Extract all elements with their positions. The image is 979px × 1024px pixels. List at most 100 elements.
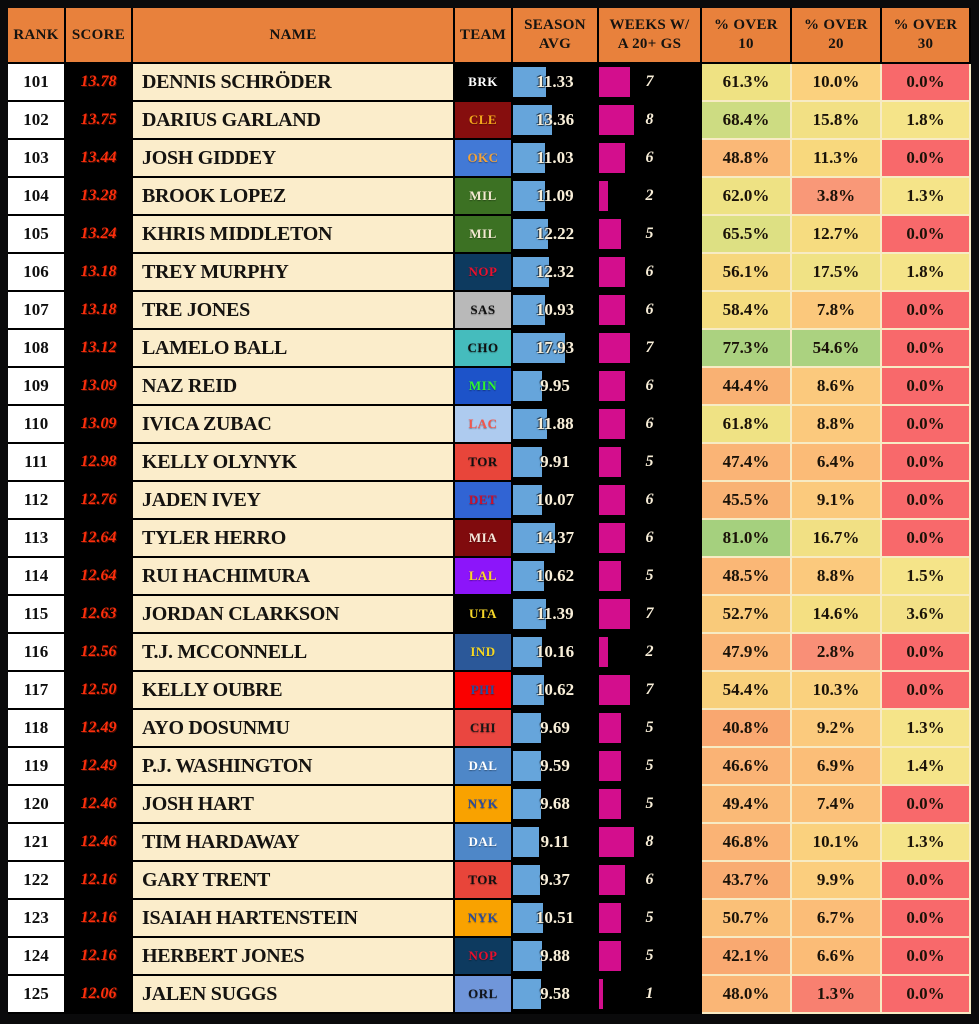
pct-over-30-cell: 1.8%: [882, 254, 971, 292]
season-avg-cell-value: 9.37: [540, 870, 570, 889]
player-name-cell: AYO DOSUNMU: [133, 710, 455, 748]
season-avg-cell-value: 9.59: [540, 756, 570, 775]
weeks-20gs-cell: 6: [599, 482, 702, 520]
team-badge: CHI: [455, 710, 513, 748]
pct-over-30-cell: 1.3%: [882, 824, 971, 862]
season-avg-cell-value: 14.37: [535, 528, 575, 547]
weeks-20gs-cell: 5: [599, 900, 702, 938]
weeks-20gs-cell: 6: [599, 406, 702, 444]
column-header-weeks-20gs: WEEKS W/ A 20+ GS: [599, 8, 702, 64]
season-avg-bar: [513, 142, 545, 174]
season-avg-cell-value: 11.33: [536, 72, 574, 91]
season-avg-cell: 9.69: [513, 710, 599, 748]
pct-over-30-cell: 0.0%: [882, 900, 971, 938]
score-cell: 12.46: [66, 786, 133, 824]
pct-over-10-cell: 50.7%: [702, 900, 792, 938]
score-cell: 13.75: [66, 102, 133, 140]
team-badge: NYK: [455, 900, 513, 938]
player-name-cell: KELLY OUBRE: [133, 672, 455, 710]
season-avg-cell-value: 12.32: [535, 262, 575, 281]
season-avg-cell: 9.88: [513, 938, 599, 976]
weeks-20gs-cell-value: 8: [645, 833, 654, 850]
season-avg-bar: [513, 902, 544, 934]
player-name-cell: IVICA ZUBAC: [133, 406, 455, 444]
weeks-20gs-cell-value: 5: [645, 757, 654, 774]
season-avg-cell-value: 10.16: [535, 642, 575, 661]
score-cell: 13.28: [66, 178, 133, 216]
score-cell: 12.49: [66, 748, 133, 786]
pct-over-30-cell: 0.0%: [882, 216, 971, 254]
weeks-20gs-cell-value: 5: [645, 909, 654, 926]
season-avg-cell: 12.22: [513, 216, 599, 254]
score-cell: 13.12: [66, 330, 133, 368]
player-name-cell: LAMELO BALL: [133, 330, 455, 368]
column-header-rank: RANK: [8, 8, 66, 64]
pct-over-20-cell: 2.8%: [792, 634, 882, 672]
weeks-20gs-cell: 7: [599, 330, 702, 368]
rank-cell: 117: [8, 672, 66, 710]
player-name-cell: KHRIS MIDDLETON: [133, 216, 455, 254]
season-avg-bar: [513, 370, 542, 402]
weeks-20gs-bar: [599, 332, 630, 364]
weeks-20gs-cell: 5: [599, 558, 702, 596]
season-avg-bar: [513, 598, 546, 630]
player-name-cell: HERBERT JONES: [133, 938, 455, 976]
weeks-20gs-cell-value: 6: [645, 377, 654, 394]
pct-over-20-cell: 12.7%: [792, 216, 882, 254]
pct-over-20-cell: 8.6%: [792, 368, 882, 406]
player-name-cell: JOSH HART: [133, 786, 455, 824]
team-badge: TOR: [455, 862, 513, 900]
score-cell: 12.76: [66, 482, 133, 520]
player-name-cell: T.J. MCCONNELL: [133, 634, 455, 672]
season-avg-cell: 10.62: [513, 558, 599, 596]
season-avg-bar: [513, 484, 543, 516]
weeks-20gs-cell: 5: [599, 938, 702, 976]
pct-over-10-cell: 65.5%: [702, 216, 792, 254]
pct-over-20-cell: 17.5%: [792, 254, 882, 292]
weeks-20gs-cell-value: 6: [645, 149, 654, 166]
season-avg-cell: 10.16: [513, 634, 599, 672]
season-avg-cell: 10.93: [513, 292, 599, 330]
team-badge: CLE: [455, 102, 513, 140]
pct-over-20-cell: 6.9%: [792, 748, 882, 786]
rank-cell: 108: [8, 330, 66, 368]
weeks-20gs-cell: 7: [599, 64, 702, 102]
player-name-cell: JADEN IVEY: [133, 482, 455, 520]
pct-over-20-cell: 10.3%: [792, 672, 882, 710]
season-avg-cell: 9.59: [513, 748, 599, 786]
season-avg-cell: 14.37: [513, 520, 599, 558]
pct-over-10-cell: 61.3%: [702, 64, 792, 102]
weeks-20gs-bar: [599, 142, 626, 174]
player-name-cell: DARIUS GARLAND: [133, 102, 455, 140]
pct-over-20-cell: 10.1%: [792, 824, 882, 862]
pct-over-10-cell: 47.9%: [702, 634, 792, 672]
player-name-cell: JORDAN CLARKSON: [133, 596, 455, 634]
score-cell: 12.64: [66, 520, 133, 558]
pct-over-10-cell: 43.7%: [702, 862, 792, 900]
rank-cell: 115: [8, 596, 66, 634]
rank-cell: 116: [8, 634, 66, 672]
season-avg-cell: 9.95: [513, 368, 599, 406]
season-avg-bar: [513, 332, 565, 364]
pct-over-30-cell: 0.0%: [882, 634, 971, 672]
column-header-name: NAME: [133, 8, 455, 64]
team-badge: ORL: [455, 976, 513, 1014]
season-avg-cell-value: 10.07: [535, 490, 575, 509]
season-avg-cell: 11.09: [513, 178, 599, 216]
pct-over-20-cell: 8.8%: [792, 406, 882, 444]
pct-over-10-cell: 46.8%: [702, 824, 792, 862]
weeks-20gs-cell: 6: [599, 292, 702, 330]
weeks-20gs-bar: [599, 370, 626, 402]
weeks-20gs-bar: [599, 674, 630, 706]
rank-cell: 124: [8, 938, 66, 976]
weeks-20gs-cell: 6: [599, 140, 702, 178]
pct-over-10-cell: 61.8%: [702, 406, 792, 444]
pct-over-20-cell: 9.1%: [792, 482, 882, 520]
weeks-20gs-bar: [599, 902, 621, 934]
team-badge: DAL: [455, 748, 513, 786]
pct-over-10-cell: 45.5%: [702, 482, 792, 520]
pct-over-30-cell: 0.0%: [882, 520, 971, 558]
weeks-20gs-bar: [599, 560, 621, 592]
weeks-20gs-cell: 6: [599, 368, 702, 406]
rank-cell: 118: [8, 710, 66, 748]
